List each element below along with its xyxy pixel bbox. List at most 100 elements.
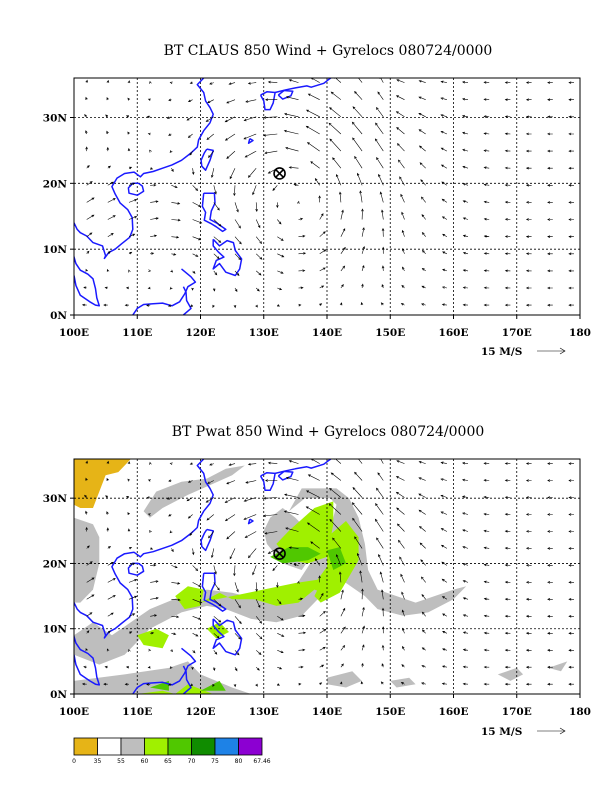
wind-vector: [234, 287, 238, 292]
wind-vector: [462, 665, 469, 669]
wind-vector: [190, 304, 194, 308]
wind-vector: [462, 648, 469, 652]
coastline: [277, 89, 294, 100]
wind-vector: [462, 546, 469, 549]
wind-vector: [213, 633, 220, 639]
wind-vector: [285, 527, 299, 532]
wind-vector: [504, 546, 511, 550]
wind-vector: [381, 265, 385, 271]
wind-vector: [191, 666, 194, 671]
wind-vector: [339, 302, 343, 306]
wind-vector: [418, 525, 426, 532]
wind-vector: [106, 511, 109, 515]
wind-vector: [359, 570, 363, 583]
wind-vector: [440, 461, 447, 465]
wind-vector: [212, 667, 216, 671]
vector-reference-label: 15 M/S: [481, 726, 522, 738]
wind-vector: [421, 611, 426, 617]
wind-vector: [340, 644, 346, 651]
wind-vector: [400, 193, 405, 203]
wind-vector: [351, 502, 363, 515]
wind-vector: [86, 197, 95, 203]
wind-vector: [107, 215, 116, 220]
wind-vector: [378, 554, 384, 566]
x-tick-label: 140E: [312, 327, 342, 339]
wind-vector: [357, 172, 363, 186]
wind-vector: [504, 648, 511, 652]
wind-vector: [213, 599, 222, 607]
wind-vector: [310, 78, 320, 83]
wind-vector: [224, 497, 236, 503]
wind-vector: [547, 115, 553, 119]
wind-vector: [226, 531, 236, 540]
wind-vector: [421, 682, 426, 685]
wind-vector: [234, 616, 242, 625]
wind-vector: [504, 166, 511, 170]
wind-vector: [440, 80, 447, 84]
wind-vector: [504, 682, 511, 686]
wind-vector: [255, 304, 258, 308]
wind-vector: [190, 683, 194, 687]
wind-vector: [381, 626, 385, 634]
wind-vector: [187, 99, 193, 102]
wind-vector: [340, 228, 346, 237]
wind-vector: [525, 581, 532, 584]
pwat-shade-light-region: [74, 661, 252, 694]
wind-vector: [256, 270, 262, 276]
wind-vector: [105, 495, 109, 499]
wind-vector: [125, 665, 130, 669]
wind-vector: [192, 633, 199, 637]
axis-ticks: 100E 110E 120E 130E 140E 150E 160E 170E 180 0N 10N…: [43, 113, 591, 340]
wind-vector: [504, 513, 511, 516]
wind-vector: [329, 487, 342, 498]
wind-vector: [402, 627, 405, 634]
wind-vector: [85, 460, 88, 464]
wind-vector: [234, 253, 242, 261]
wind-vector: [340, 626, 346, 634]
wind-vector: [211, 168, 215, 178]
wind-vector: [229, 548, 236, 560]
wind-vector: [171, 598, 181, 602]
coastline: [259, 471, 276, 492]
wind-vector: [298, 234, 306, 238]
pwat-shade-medium-region: [175, 586, 204, 610]
x-tick-label: 120E: [186, 327, 216, 339]
wind-vector: [504, 631, 511, 635]
wind-vector: [226, 480, 236, 485]
coastline: [105, 314, 107, 315]
wind-vector: [462, 97, 469, 101]
wind-vector: [206, 514, 214, 521]
wind-vector: [277, 287, 283, 291]
wind-vector: [147, 479, 151, 482]
wind-vector: [375, 503, 384, 515]
wind-vector: [483, 149, 490, 152]
wind-vector: [442, 631, 448, 634]
wind-vector: [525, 81, 532, 84]
colorbar-label: 35: [94, 758, 102, 765]
wind-vector: [440, 147, 448, 152]
wind-vector: [86, 630, 90, 634]
wind-vector: [284, 493, 299, 498]
wind-vector: [360, 681, 364, 685]
wind-vector: [441, 682, 447, 686]
wind-vector: [298, 665, 304, 669]
wind-vector: [547, 81, 553, 84]
wind-vector: [298, 682, 302, 686]
wind-vector: [525, 98, 532, 101]
wind-vector: [146, 304, 151, 307]
wind-vector: [296, 580, 300, 584]
wind-vector: [85, 146, 88, 152]
wind-vector: [319, 592, 324, 600]
wind-vector: [263, 496, 278, 500]
wind-vector: [226, 150, 236, 159]
y-tick-label: 0N: [50, 310, 67, 322]
wind-vector: [504, 218, 511, 221]
x-tick-label: 120E: [186, 706, 216, 718]
wind-vector: [525, 530, 532, 533]
wind-vector: [547, 513, 553, 516]
wind-vector: [462, 131, 469, 135]
wind-vector: [85, 477, 88, 481]
wind-vector: [525, 614, 532, 618]
wind-vector: [234, 202, 239, 213]
wind-vector: [354, 536, 363, 549]
